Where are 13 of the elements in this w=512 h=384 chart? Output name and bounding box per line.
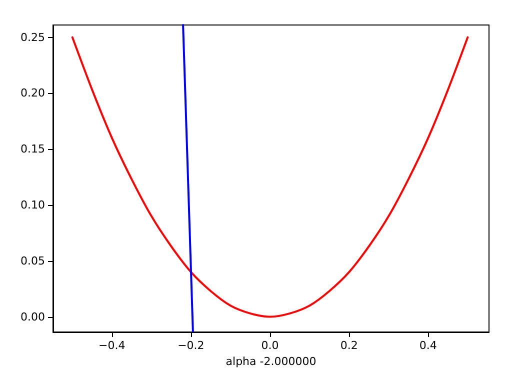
y-tick-label: 0.25 <box>20 30 45 44</box>
x-tick-label: 0.2 <box>340 339 358 352</box>
x-axis-title: alpha -2.000000 <box>226 354 316 368</box>
line-series <box>71 36 469 318</box>
x-tick-label: −0.2 <box>178 339 204 352</box>
x-tick-label: 0.0 <box>261 339 279 352</box>
x-tick-label: 0.4 <box>419 339 437 352</box>
y-tick-label: 0.05 <box>20 254 45 268</box>
y-tick-label: 0.20 <box>20 86 45 100</box>
y-tick-label: 0.10 <box>20 198 45 212</box>
y-tick-label: 0.15 <box>20 142 45 156</box>
x-tick-label: −0.4 <box>98 339 126 352</box>
y-tick-label: 0.00 <box>20 310 45 324</box>
